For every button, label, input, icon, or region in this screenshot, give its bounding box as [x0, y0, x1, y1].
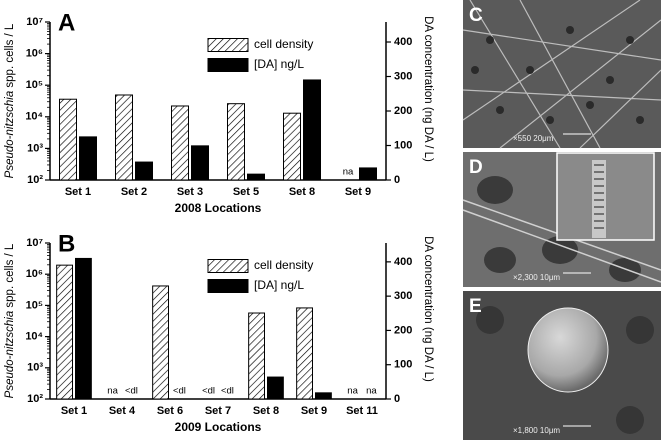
y-tick-label: 10² — [27, 174, 43, 186]
y-tick-label: 10⁵ — [26, 299, 43, 311]
value-label: na — [347, 386, 358, 397]
y2-axis-label: DA concentration (ng DA / L) — [422, 16, 434, 162]
bar — [79, 136, 97, 181]
sem-panel-d — [462, 152, 661, 287]
bar — [115, 94, 133, 181]
bar — [247, 173, 265, 181]
panel-label: D — [469, 157, 483, 178]
x-tick-label: Set 2 — [121, 186, 147, 198]
value-label: na — [343, 167, 354, 178]
legend-label: [DA] ng/L — [254, 57, 304, 71]
x-axis-label: 2009 Locations — [175, 420, 262, 434]
y-tick-label: 10⁷ — [26, 237, 43, 249]
y-tick-label: 10³ — [27, 142, 43, 154]
y-tick-label: 10⁴ — [25, 111, 43, 123]
y2-tick-label: 0 — [394, 174, 400, 186]
x-tick-label: Set 3 — [177, 186, 203, 198]
y2-tick-label: 100 — [394, 139, 412, 151]
value-label: na — [366, 386, 377, 397]
legend-label: cell density — [254, 258, 313, 272]
bar — [227, 103, 245, 181]
y-axis-label-part: Pseudo-nitzschia — [4, 311, 16, 399]
y-tick-label: 10⁵ — [26, 79, 43, 91]
x-tick-label: Set 9 — [345, 186, 371, 198]
bar — [171, 105, 189, 181]
bar — [152, 285, 170, 400]
x-tick-label: Set 8 — [289, 186, 315, 198]
y2-axis-label: DA concentration (ng DA / L) — [422, 236, 434, 382]
x-tick-label: Set 4 — [109, 405, 136, 417]
y-axis-label-part: Pseudo-nitzschia — [4, 91, 16, 179]
bar — [315, 392, 332, 400]
y-tick-label: 10⁷ — [26, 16, 43, 28]
y-tick-label: 10⁶ — [26, 268, 43, 280]
panel-label: C — [469, 5, 483, 26]
panel-label: B — [58, 230, 75, 257]
legend-swatch — [207, 58, 249, 72]
scale-caption: ×550 20μm — [513, 134, 554, 143]
y2-tick-label: 300 — [394, 70, 412, 82]
x-axis-label: 2008 Locations — [175, 201, 262, 215]
bar — [248, 312, 266, 400]
y-axis-label: Pseudo-nitzschia spp. cells / L — [4, 23, 16, 178]
y-tick-label: 10² — [27, 393, 43, 405]
x-tick-label: Set 7 — [205, 405, 231, 417]
y2-tick-label: 400 — [394, 256, 412, 268]
value-label: <dl — [202, 386, 215, 397]
x-tick-label: Set 5 — [233, 186, 259, 198]
value-label: na — [107, 386, 118, 397]
bar — [283, 112, 301, 181]
value-label: <dl — [173, 386, 186, 397]
y-tick-label: 10⁶ — [26, 48, 43, 60]
bar — [303, 79, 321, 181]
y2-tick-label: 400 — [394, 36, 412, 48]
scale-caption: ×1,800 10μm — [513, 426, 560, 435]
bar — [191, 145, 209, 181]
legend-label: [DA] ng/L — [254, 278, 304, 292]
bar — [267, 376, 284, 400]
bar — [359, 167, 377, 181]
x-tick-label: Set 11 — [346, 405, 378, 417]
bar — [296, 307, 314, 400]
bar — [75, 257, 92, 400]
x-tick-label: Set 9 — [301, 405, 327, 417]
legend-swatch — [207, 259, 249, 273]
sem-panel-c — [462, 0, 661, 149]
legend-label: cell density — [254, 37, 313, 51]
y-axis-label-part: spp. cells / L — [4, 243, 16, 311]
y-tick-label: 10³ — [27, 362, 43, 374]
y2-tick-label: 300 — [394, 290, 412, 302]
legend-swatch — [207, 38, 249, 52]
x-tick-label: Set 1 — [65, 186, 91, 198]
scale-caption: ×2,300 10μm — [513, 273, 560, 282]
value-label: <dl — [125, 386, 138, 397]
y-axis-label-part: spp. cells / L — [4, 23, 16, 91]
bar — [135, 161, 153, 181]
panel-label: A — [58, 9, 75, 36]
y2-tick-label: 0 — [394, 393, 400, 405]
y-tick-label: 10⁴ — [25, 331, 43, 343]
y2-tick-label: 100 — [394, 359, 412, 371]
y2-tick-label: 200 — [394, 105, 412, 117]
x-tick-label: Set 1 — [61, 405, 87, 417]
legend-swatch — [207, 279, 249, 293]
x-tick-label: Set 6 — [157, 405, 183, 417]
sem-panel-e — [463, 291, 661, 440]
value-label: <dl — [221, 386, 234, 397]
x-tick-label: Set 8 — [253, 405, 279, 417]
panel-label: E — [469, 296, 482, 317]
y-axis-label: Pseudo-nitzschia spp. cells / L — [4, 243, 16, 398]
bar — [59, 98, 77, 181]
y2-tick-label: 200 — [394, 324, 412, 336]
bar — [56, 264, 73, 400]
